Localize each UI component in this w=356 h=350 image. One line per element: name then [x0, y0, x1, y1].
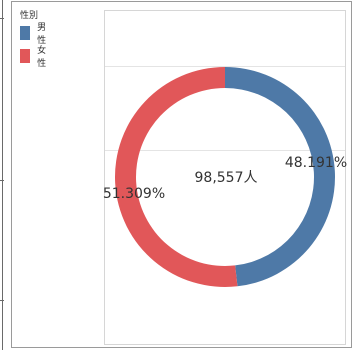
- legend-label-male: 男性: [37, 23, 47, 46]
- legend-title: 性別: [20, 11, 39, 21]
- faint-gridline: [105, 150, 345, 151]
- ruler-tick: [0, 18, 4, 19]
- ruler-tick: [0, 300, 4, 301]
- legend-item-female[interactable]: 女性: [20, 46, 50, 69]
- slice-label-female: 51.309%: [103, 186, 165, 202]
- left-ruler-line: [2, 0, 3, 350]
- center-total-label: 98,557人: [195, 170, 258, 186]
- legend-swatch-female: [20, 49, 31, 63]
- legend-label-female: 女性: [37, 46, 47, 69]
- slice-label-male: 48.191%: [285, 155, 347, 171]
- chart-panel: [104, 10, 346, 345]
- ruler-tick: [0, 180, 4, 181]
- faint-gridline: [105, 66, 345, 67]
- legend-item-male[interactable]: 男性: [20, 23, 50, 46]
- legend: 性別 男性 女性: [20, 11, 46, 69]
- legend-swatch-male: [20, 26, 31, 40]
- donut-slice-male[interactable]: [225, 67, 335, 287]
- donut-slice-female[interactable]: [114, 67, 238, 287]
- dashboard-frame: [11, 1, 352, 348]
